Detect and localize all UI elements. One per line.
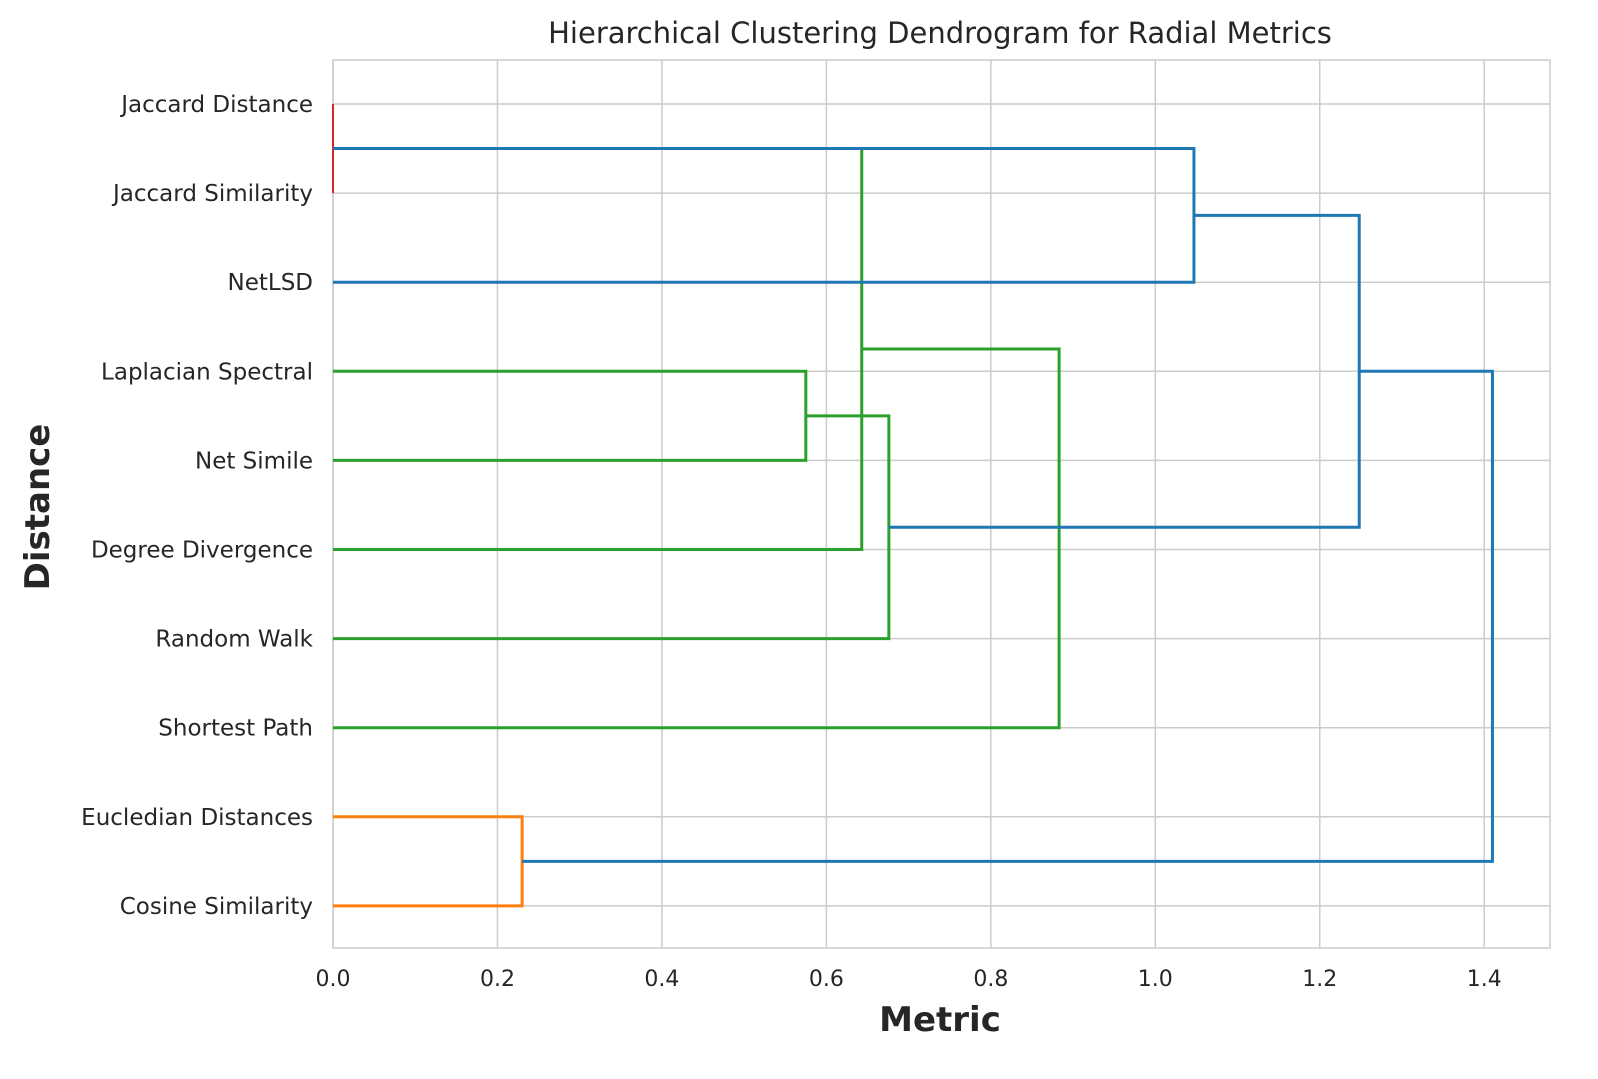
leaf-label: Degree Divergence [91,538,313,564]
dendrogram-link [333,347,1061,730]
grid [332,60,1550,948]
x-tick-label: 0.8 [973,967,1008,992]
dendrogram-link [333,369,808,462]
x-axis-label: Metric [879,1000,1001,1040]
plot-frame [332,59,1551,949]
x-tick-label: 0.0 [316,967,351,992]
leaf-label: Laplacian Spectral [101,359,313,385]
x-tick-labels: 0.0 0.2 0.4 0.6 0.8 1.0 1.2 1.4 [316,967,1502,992]
x-tick-label: 1.2 [1302,967,1337,992]
leaf-label: Cosine Similarity [120,894,313,920]
x-tick-label: 0.2 [480,967,515,992]
leaf-label: Random Walk [155,627,313,653]
leaf-labels: Jaccard Distance Jaccard Similarity NetLSD… [81,92,314,920]
x-tick-label: 1.0 [1138,967,1173,992]
chart-title: Hierarchical Clustering Dendrogram for R… [548,16,1332,50]
x-tick-label: 0.4 [644,967,679,992]
dendrogram-link [333,147,1196,284]
dendrogram-link [333,147,864,551]
leaf-label: NetLSD [228,270,314,296]
leaf-label: Net Simile [195,448,313,474]
dendrogram-link [522,369,1494,863]
dendrogram-link [333,815,524,908]
y-axis-label: Distance [18,424,58,591]
leaf-label: Shortest Path [158,716,313,742]
leaf-label: Eucledian Distances [81,805,313,831]
leaf-label: Jaccard Similarity [111,181,313,207]
x-tick-label: 0.6 [809,967,844,992]
dendrogram-links [332,104,1494,908]
x-tick-label: 1.4 [1467,967,1502,992]
leaf-label: Jaccard Distance [119,92,313,118]
